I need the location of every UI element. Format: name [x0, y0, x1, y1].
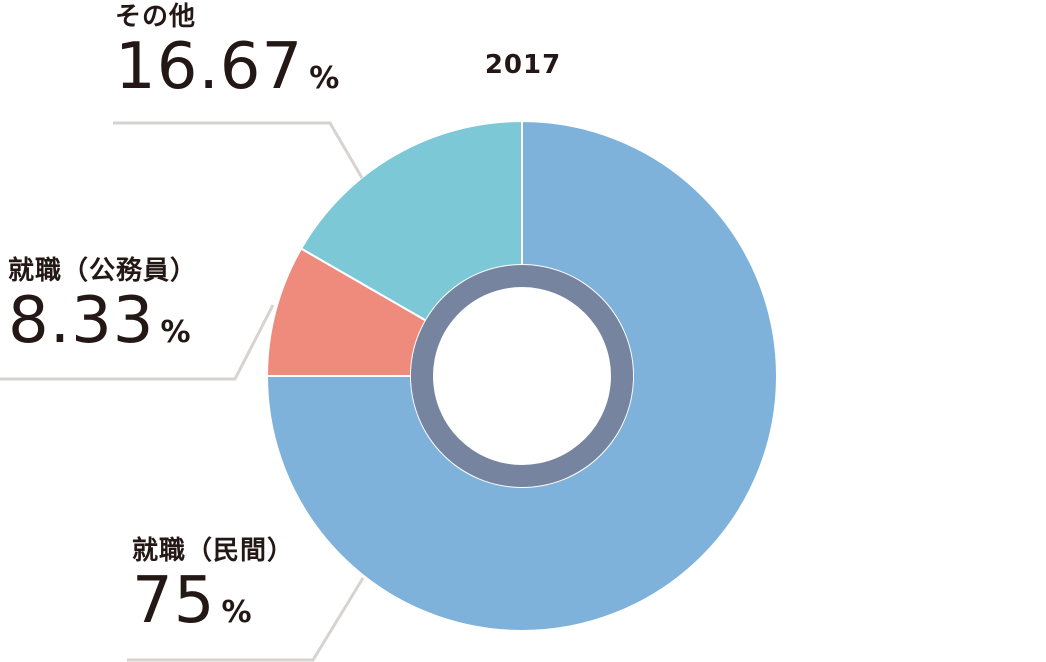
- slice-label-public-number: 8.33: [8, 284, 155, 358]
- slice-label-other-number: 16.67: [115, 30, 304, 104]
- slice-label-public-unit: %: [160, 315, 191, 350]
- chart-title: 2017: [484, 50, 562, 80]
- inner-ring: [410, 264, 634, 488]
- leader-line-public: [0, 304, 275, 381]
- slice-label-private-unit: %: [221, 595, 252, 630]
- leader-lines: [0, 121, 365, 662]
- slice-label-public-name: 就職（公務員）: [8, 256, 198, 286]
- slice-label-other-value: 16.67%: [115, 32, 339, 118]
- slice-label-private: 就職（民間） 75%: [132, 536, 294, 652]
- slice-label-other: その他 16.67%: [115, 2, 339, 118]
- slices-group: [265, 119, 778, 632]
- slice-label-other-name: その他: [115, 2, 197, 32]
- slice-label-private-value: 75%: [132, 566, 294, 652]
- slice-label-private-name: 就職（民間）: [132, 536, 295, 566]
- slice-label-public-value: 8.33%: [8, 286, 197, 372]
- slice-label-public: 就職（公務員） 8.33%: [8, 256, 197, 372]
- slice-label-other-unit: %: [309, 61, 340, 96]
- leader-line-private: [127, 577, 365, 662]
- slice-label-private-number: 75: [132, 564, 216, 638]
- leader-line-other: [113, 121, 364, 179]
